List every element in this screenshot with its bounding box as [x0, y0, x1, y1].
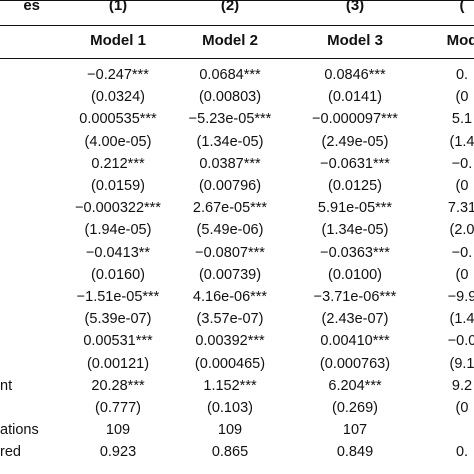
table-cell: −0.0807***: [195, 244, 265, 261]
table-cell: (0.000465): [194, 355, 266, 372]
table-cell: −0.0363***: [320, 244, 390, 261]
table-cell: 0.: [455, 67, 469, 83]
table-cell: (0: [455, 178, 469, 194]
table-cell: 0.0684***: [199, 67, 261, 83]
column-number-2: (2): [220, 0, 240, 14]
table-cell: (4.00e-05): [84, 133, 152, 150]
table-cell: (0.103): [207, 400, 253, 416]
table-cell: (9.1: [449, 355, 474, 372]
model-header-3: Model 3: [327, 32, 383, 49]
table-cell: 1.152***: [203, 377, 257, 394]
table-cell: (0.000763): [319, 355, 391, 372]
table-cell: −0.: [451, 155, 473, 172]
table-cell: 0.00392***: [195, 333, 265, 350]
table-cell: −0.0: [447, 333, 474, 350]
table-cell: (3.57e-07): [196, 311, 264, 328]
table-cell: (0.00803): [198, 89, 262, 106]
table-cell: −0.0631***: [320, 155, 390, 172]
table-cell: 5.1: [451, 111, 473, 128]
table-cell: (0.0324): [90, 89, 145, 106]
table-cell: 0.0846***: [324, 67, 386, 83]
table-cell: (0.269): [332, 400, 378, 416]
table-cell: 107: [342, 422, 368, 439]
column-number-3: (3): [345, 0, 365, 14]
table-cell: (2.0: [449, 222, 474, 239]
table-cell: −0.000097***: [312, 111, 398, 128]
table-cell: 0.00531***: [83, 333, 153, 350]
table-cell: 2.67e-05***: [192, 200, 268, 217]
table-cell: −5.23e-05***: [188, 111, 272, 128]
table-cell: −3.71e-06***: [313, 289, 397, 305]
table-cell: (0.777): [95, 400, 141, 416]
header-rule: [0, 25, 474, 26]
table-cell: (0.0159): [90, 178, 145, 194]
table-cell: −0.247***: [87, 67, 149, 83]
table-cell: 9.2: [451, 377, 473, 394]
table-cell: (1.34e-05): [321, 222, 389, 239]
table-cell: 0.865: [211, 444, 249, 461]
table-cell: 0.212***: [91, 155, 145, 172]
table-cell: 0.923: [99, 444, 137, 461]
table-cell: 6.204***: [328, 377, 382, 394]
row-label: nt: [0, 377, 13, 394]
table-cell: −1.51e-05***: [76, 289, 160, 305]
row-label: ations: [0, 422, 39, 439]
table-cell: 0.: [455, 444, 469, 461]
table-cell: (0: [455, 400, 469, 416]
column-number-4: (: [459, 0, 465, 14]
table-cell: 5.91e-05***: [317, 200, 393, 217]
table-cell: 0.849: [336, 444, 374, 461]
table-cell: (1.34e-05): [196, 133, 264, 150]
table-cell: −9.9: [447, 289, 474, 305]
table-cell: (5.39e-07): [84, 311, 152, 328]
table-cell: (0.00121): [86, 355, 150, 372]
table-cell: −0.: [451, 244, 473, 261]
table-cell: 0.0387***: [199, 155, 261, 172]
table-cell: (0.0125): [327, 178, 382, 194]
column-number-1: (1): [108, 0, 128, 14]
model-header-rule: [0, 58, 474, 59]
table-cell: (2.49e-05): [321, 133, 389, 150]
table-cell: 109: [105, 422, 131, 439]
stub-header: es: [23, 0, 40, 14]
table-cell: 7.31: [447, 200, 474, 217]
top-rule: [0, 0, 474, 1]
model-header-4: Mod: [446, 32, 474, 49]
table-cell: (0.0141): [327, 89, 382, 106]
model-header-1: Model 1: [90, 32, 146, 49]
table-cell: (0.00739): [198, 266, 262, 283]
table-cell: (0: [455, 266, 469, 283]
table-cell: (1.4: [449, 311, 474, 328]
model-header-2: Model 2: [202, 32, 258, 49]
table-cell: 4.16e-06***: [192, 289, 268, 305]
table-cell: (2.43e-07): [321, 311, 389, 328]
table-cell: (1.4: [449, 133, 474, 150]
table-cell: (0.00796): [198, 178, 262, 194]
table-cell: (1.94e-05): [84, 222, 152, 239]
table-cell: (0: [455, 89, 469, 106]
row-label: red: [0, 444, 21, 461]
table-cell: −0.000322***: [75, 200, 161, 217]
table-cell: 0.00410***: [320, 333, 390, 350]
table-cell: 20.28***: [91, 377, 145, 394]
table-cell: 0.000535***: [79, 111, 157, 128]
table-cell: (0.0100): [327, 266, 382, 283]
table-cell: (5.49e-06): [196, 222, 264, 239]
table-cell: 109: [217, 422, 243, 439]
table-cell: (0.0160): [90, 266, 145, 283]
table-cell: −0.0413**: [85, 244, 151, 261]
